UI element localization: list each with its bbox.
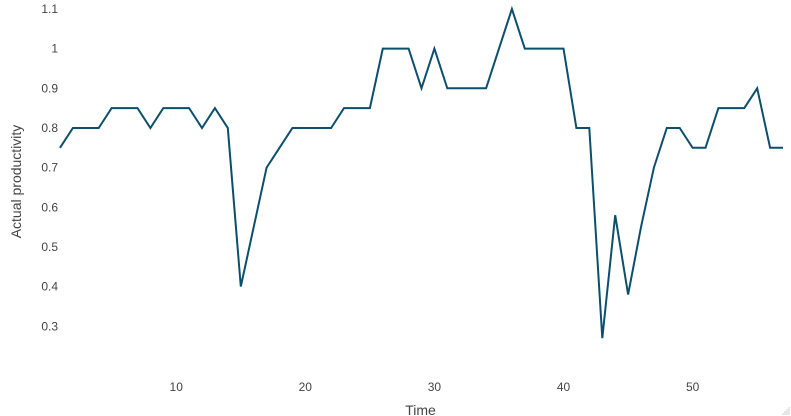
y-tick-label: 0.3 [41, 319, 58, 333]
resize-grip-icon[interactable] [782, 407, 790, 415]
y-tick-label: 0.6 [41, 200, 58, 214]
y-tick-label: 1.1 [41, 2, 58, 16]
x-tick-label: 40 [557, 380, 571, 394]
y-axis-title: Actual productivity [8, 125, 24, 239]
y-tick-label: 0.8 [41, 121, 58, 135]
x-tick-label: 20 [299, 380, 313, 394]
x-tick-label: 30 [428, 380, 442, 394]
y-tick-label: 0.4 [41, 280, 58, 294]
y-tick-label: 0.5 [41, 240, 58, 254]
x-axis-title: Time [405, 402, 436, 416]
series-group [59, 5, 783, 339]
x-tick-label: 50 [686, 380, 700, 394]
y-tick-label: 1 [51, 42, 58, 56]
series-line [59, 5, 783, 339]
y-axis-ticks: 0.3 0.4 0.5 0.6 0.7 0.8 0.9 1 1.1 [41, 2, 58, 333]
x-axis-ticks: 10 20 30 40 50 [170, 380, 700, 394]
x-tick-label: 10 [170, 380, 184, 394]
y-tick-label: 0.7 [41, 161, 58, 175]
y-tick-label: 0.9 [41, 81, 58, 95]
